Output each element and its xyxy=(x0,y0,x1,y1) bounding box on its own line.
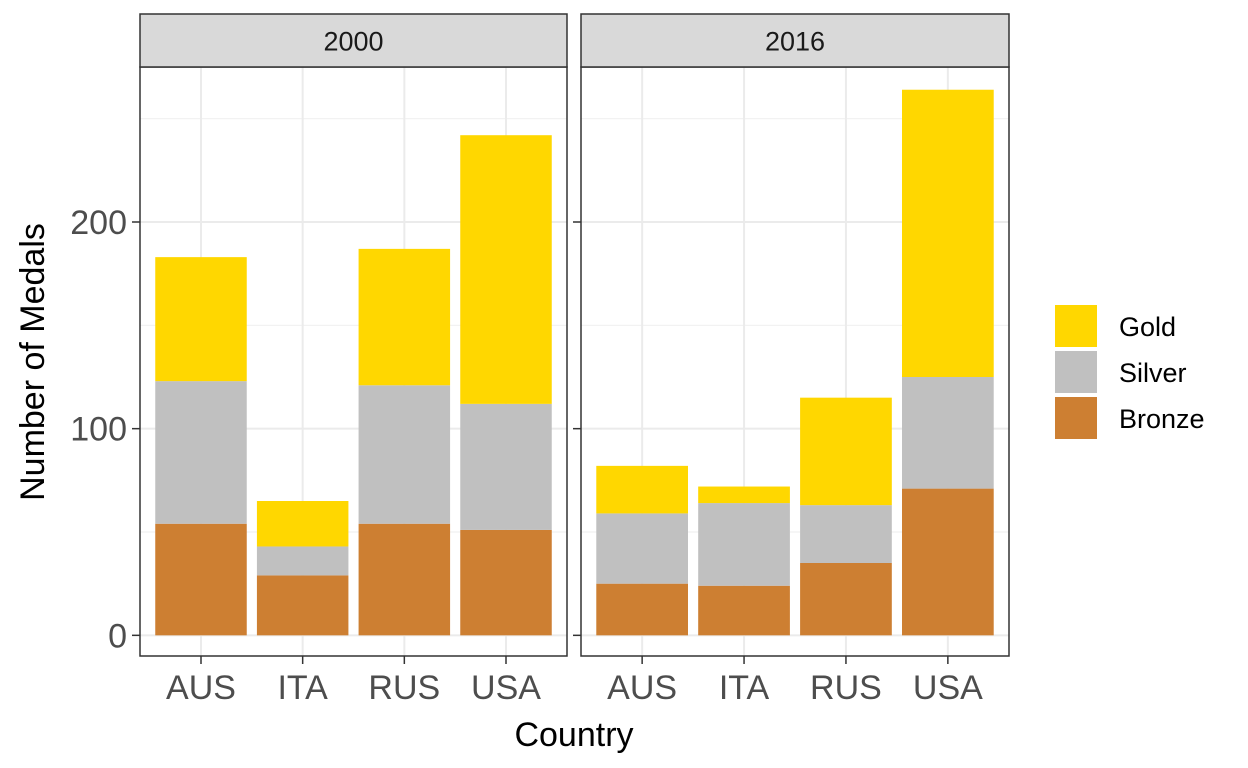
x-tick-label: AUS xyxy=(607,669,677,707)
y-tick-label: 200 xyxy=(70,204,127,242)
legend: Gold Silver Bronze xyxy=(1055,305,1205,439)
x-tick-label: RUS xyxy=(810,669,882,707)
x-tick-label: USA xyxy=(913,669,983,707)
bar-2000-USA-gold xyxy=(460,135,552,404)
bar-2000-RUS-gold xyxy=(358,248,451,386)
bar-2016-ITA-gold xyxy=(698,486,790,504)
bar-2016-RUS-bronze xyxy=(800,563,892,636)
bar-2000-AUS-gold xyxy=(155,257,247,382)
legend-key-bronze xyxy=(1055,397,1097,439)
bar-2016-AUS-bronze xyxy=(596,583,688,636)
x-tick-label: USA xyxy=(471,669,541,707)
x-tick-label: ITA xyxy=(277,669,328,707)
x-tick-label: ITA xyxy=(719,669,770,707)
legend-label-bronze: Bronze xyxy=(1119,404,1205,434)
y-tick-label: 0 xyxy=(108,617,127,655)
bar-2000-USA-bronze xyxy=(460,529,552,636)
bar-2000-AUS-silver xyxy=(155,381,247,524)
bar-2016-USA-gold xyxy=(902,89,994,377)
y-axis: 0 100 200 xyxy=(70,204,127,655)
panel-2016: 2016 AUS ITA RUS USA xyxy=(573,13,1010,707)
legend-label-gold: Gold xyxy=(1119,312,1176,342)
bar-2000-AUS-bronze xyxy=(155,523,247,636)
facet-strip-label: 2000 xyxy=(323,27,383,57)
bar-2000-ITA-bronze xyxy=(256,575,349,636)
facet-strip xyxy=(580,13,1010,68)
facet-strip xyxy=(139,13,568,68)
bar-2000-ITA-gold xyxy=(256,501,349,547)
bar-2016-ITA-silver xyxy=(698,503,790,586)
bar-2016-RUS-silver xyxy=(800,505,892,563)
bar-2016-AUS-gold xyxy=(596,465,688,514)
bar-2000-ITA-silver xyxy=(256,546,349,576)
bar-2000-USA-silver xyxy=(460,403,552,530)
bar-2016-ITA-bronze xyxy=(698,585,790,636)
bar-2016-AUS-silver xyxy=(596,513,688,584)
legend-key-gold xyxy=(1055,305,1097,347)
facet-panels: 2000 AUS ITA RUS USA 2016 AUS ITA RUS USA xyxy=(132,13,1010,707)
x-tick-label: RUS xyxy=(368,669,440,707)
bar-2016-USA-bronze xyxy=(902,488,994,636)
legend-label-silver: Silver xyxy=(1119,358,1187,388)
panel-2000: 2000 AUS ITA RUS USA xyxy=(132,13,568,707)
x-axis-label: Country xyxy=(514,716,633,754)
y-axis-label: Number of Medals xyxy=(14,223,52,501)
y-tick-label: 100 xyxy=(70,411,127,449)
x-tick-label: AUS xyxy=(166,669,236,707)
bar-2016-USA-silver xyxy=(902,377,994,489)
facet-strip-label: 2016 xyxy=(765,27,825,57)
legend-key-silver xyxy=(1055,351,1097,393)
bar-2000-RUS-silver xyxy=(358,385,451,524)
bar-2016-RUS-gold xyxy=(800,397,892,506)
bar-2000-RUS-bronze xyxy=(358,523,451,636)
